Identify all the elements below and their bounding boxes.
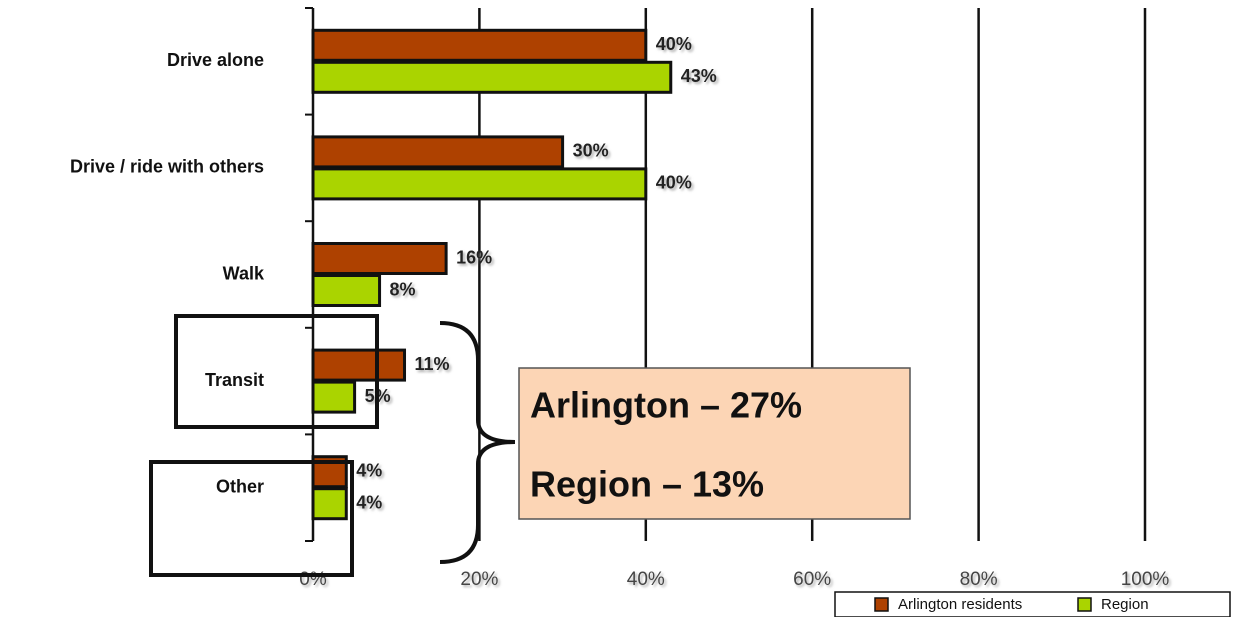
bar	[311, 274, 382, 307]
value-label: 30%	[573, 141, 609, 161]
x-tick-label: 60%	[793, 569, 831, 590]
legend-label: Region	[1101, 596, 1149, 613]
value-label: 11%	[415, 354, 450, 374]
annotation-box	[518, 367, 911, 520]
bar	[311, 135, 565, 169]
x-tick-label: 20%	[460, 569, 498, 590]
value-label: 40%	[656, 34, 692, 54]
category-label: Other	[216, 476, 264, 496]
bar	[311, 380, 357, 414]
highlight-box	[149, 460, 354, 577]
value-label: 43%	[681, 66, 717, 86]
value-label: 16%	[456, 247, 492, 267]
annotation: Region – 13%	[530, 464, 764, 505]
legend-label: Arlington residents	[898, 596, 1022, 613]
value-label: 4%	[356, 492, 382, 512]
value-label: 8%	[390, 279, 416, 299]
category-label: Walk	[223, 263, 265, 283]
bar	[311, 487, 348, 521]
bar	[311, 242, 448, 275]
category-label: Drive alone	[167, 50, 264, 70]
category-label: Transit	[205, 370, 264, 390]
bar	[311, 348, 407, 382]
value-label: 4%	[356, 460, 382, 480]
bar	[311, 28, 648, 62]
bar	[311, 167, 648, 201]
x-tick-label: 0%	[299, 569, 327, 590]
legend-swatch	[1077, 597, 1092, 612]
x-tick-label: 80%	[960, 569, 998, 590]
x-tick-label: 40%	[627, 569, 665, 590]
annotation: Arlington – 27%	[530, 385, 802, 426]
highlight-box	[174, 314, 379, 429]
category-label: Drive / ride with others	[70, 157, 264, 177]
legend	[834, 591, 1231, 617]
legend-swatch	[874, 597, 889, 612]
x-tick-label: 100%	[1121, 569, 1170, 590]
bar	[311, 60, 673, 94]
brace	[439, 321, 516, 564]
value-label: 40%	[656, 173, 692, 193]
